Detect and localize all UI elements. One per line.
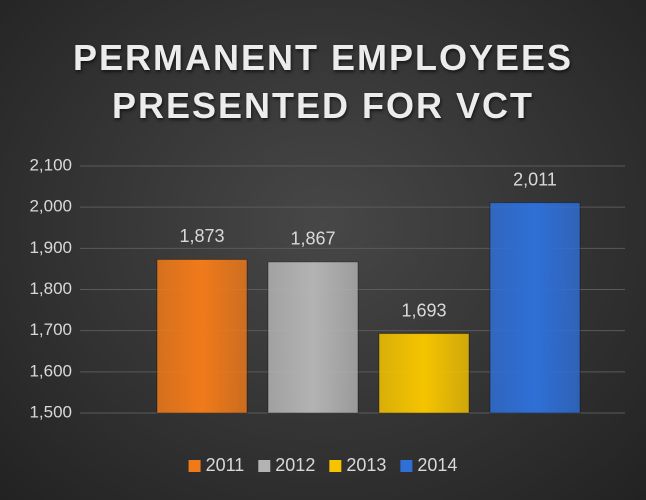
- bar: [489, 202, 581, 414]
- legend-label: 2014: [417, 455, 457, 475]
- data-label: 1,873: [179, 226, 224, 246]
- data-label: 2,011: [513, 169, 557, 189]
- data-label: 1,867: [290, 229, 335, 249]
- y-tick-label: 1,500: [29, 402, 72, 421]
- y-tick-label: 1,800: [29, 279, 72, 298]
- bar: [156, 258, 248, 414]
- y-tick-label: 1,900: [29, 238, 72, 257]
- legend-swatch: [188, 460, 201, 472]
- legend-swatch: [400, 460, 413, 472]
- bar: [267, 261, 359, 414]
- legend-swatch: [329, 460, 342, 472]
- data-label: 1,693: [401, 300, 446, 320]
- y-tick-label: 1,600: [29, 361, 72, 380]
- legend-label: 2011: [206, 455, 245, 475]
- chart-title: PERMANENT EMPLOYEES PRESENTED FOR VCT: [72, 37, 574, 126]
- bar: [378, 333, 470, 414]
- legend-label: 2012: [275, 455, 315, 475]
- legend-swatch: [258, 460, 271, 472]
- y-tick-label: 2,000: [29, 197, 72, 216]
- y-tick-label: 1,700: [29, 320, 72, 339]
- legend-label: 2013: [346, 455, 386, 475]
- y-tick-label: 2,100: [29, 155, 72, 174]
